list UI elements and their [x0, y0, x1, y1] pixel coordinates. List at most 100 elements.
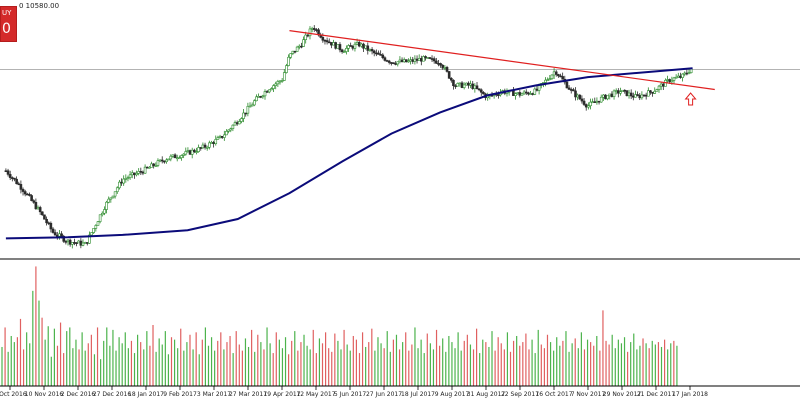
candle-body	[428, 57, 432, 59]
candle-body	[81, 242, 85, 246]
buy-button[interactable]: UY 0	[0, 6, 17, 42]
candle-body	[212, 142, 215, 145]
candle-body	[578, 94, 582, 100]
candle-body	[244, 112, 248, 115]
moving-average-line[interactable]	[5, 67, 693, 240]
candle-body	[126, 177, 130, 179]
candle-body	[113, 191, 117, 197]
candle-body	[49, 222, 53, 230]
candle-body	[576, 94, 579, 98]
candle-body	[96, 221, 100, 226]
candle-body	[45, 218, 48, 224]
candle-body	[430, 58, 434, 60]
candle-body	[137, 171, 140, 174]
x-tick-label: 10 Nov 2016	[25, 391, 64, 398]
candle-body	[676, 75, 680, 78]
candle-body	[188, 150, 192, 155]
candle-body	[321, 37, 325, 41]
candle-body	[602, 94, 605, 98]
candle-body	[394, 63, 397, 65]
candle-body	[274, 83, 278, 86]
candle-body	[257, 96, 260, 98]
candle-body	[255, 96, 258, 102]
candle-body	[17, 183, 21, 186]
candle-body	[415, 58, 419, 61]
candle-body	[265, 91, 269, 93]
candle-body	[619, 91, 622, 94]
candle-body	[227, 129, 230, 132]
candle-body	[143, 166, 147, 174]
candle-body	[531, 93, 534, 95]
candle-body	[167, 158, 170, 161]
x-tick-label: 18 Jan 2017	[128, 391, 164, 398]
candle-body	[392, 62, 395, 64]
candle-body	[235, 122, 239, 125]
candle-body	[477, 88, 481, 91]
candle-body	[666, 79, 669, 81]
candle-body	[629, 92, 633, 97]
candle-body	[587, 105, 590, 108]
x-tick-label: 27 Mar 2017	[229, 391, 267, 398]
candle-body	[471, 83, 475, 89]
candle-body	[272, 85, 275, 89]
candle-body	[158, 159, 162, 162]
candle-body	[606, 95, 609, 100]
x-tick-label: 2 Dec 2016	[61, 391, 96, 398]
candle-body	[338, 44, 342, 51]
candle-body	[184, 151, 188, 155]
candle-body	[357, 42, 361, 47]
x-tick-label: 19 Apr 2017	[263, 391, 300, 398]
candle-body	[77, 240, 81, 244]
candle-body	[302, 39, 305, 47]
candle-body	[291, 50, 295, 54]
candle-body	[557, 74, 560, 77]
candle-body	[330, 42, 333, 46]
candle-body	[90, 232, 93, 236]
x-tick-label: 27 Dec 2016	[93, 391, 132, 398]
candle-body	[111, 195, 115, 199]
candle-body	[261, 95, 265, 98]
candle-body	[312, 28, 316, 30]
candle-body	[223, 134, 226, 138]
candle-body	[182, 153, 185, 156]
candle-body	[340, 49, 344, 53]
candle-body	[28, 194, 31, 196]
candle-body	[482, 92, 485, 95]
candle-body	[604, 94, 607, 100]
candle-body	[426, 57, 430, 59]
candle-body	[546, 79, 549, 81]
candle-body	[599, 96, 603, 103]
candle-body	[282, 72, 286, 81]
candle-body	[627, 92, 631, 97]
candle-body	[552, 71, 556, 76]
candle-body	[163, 160, 166, 163]
candle-body	[306, 34, 310, 37]
candle-body	[679, 75, 682, 78]
candle-body	[396, 61, 400, 65]
candle-body	[345, 48, 348, 52]
x-tick-label: 21 Dec 2017	[637, 391, 676, 398]
candle-body	[36, 207, 40, 210]
candle-body	[100, 212, 104, 216]
trendline[interactable]	[289, 30, 715, 91]
candle-body	[636, 94, 639, 96]
candle-body	[417, 58, 421, 61]
candle-body	[420, 58, 423, 62]
candle-body	[580, 98, 584, 102]
candle-body	[293, 50, 297, 53]
candle-body	[88, 234, 91, 244]
candle-body	[520, 93, 524, 96]
candle-body	[60, 233, 63, 237]
candle-body	[582, 100, 586, 105]
candle-body	[259, 96, 263, 98]
candle-body	[160, 159, 164, 162]
candle-body	[107, 198, 110, 203]
candle-body	[454, 85, 457, 88]
candle-body	[178, 157, 181, 160]
candle-body	[334, 42, 337, 49]
candle-body	[26, 193, 29, 196]
candle-body	[368, 49, 372, 51]
x-tick-label: 3 Mar 2017	[197, 391, 231, 398]
candle-body	[195, 151, 198, 153]
